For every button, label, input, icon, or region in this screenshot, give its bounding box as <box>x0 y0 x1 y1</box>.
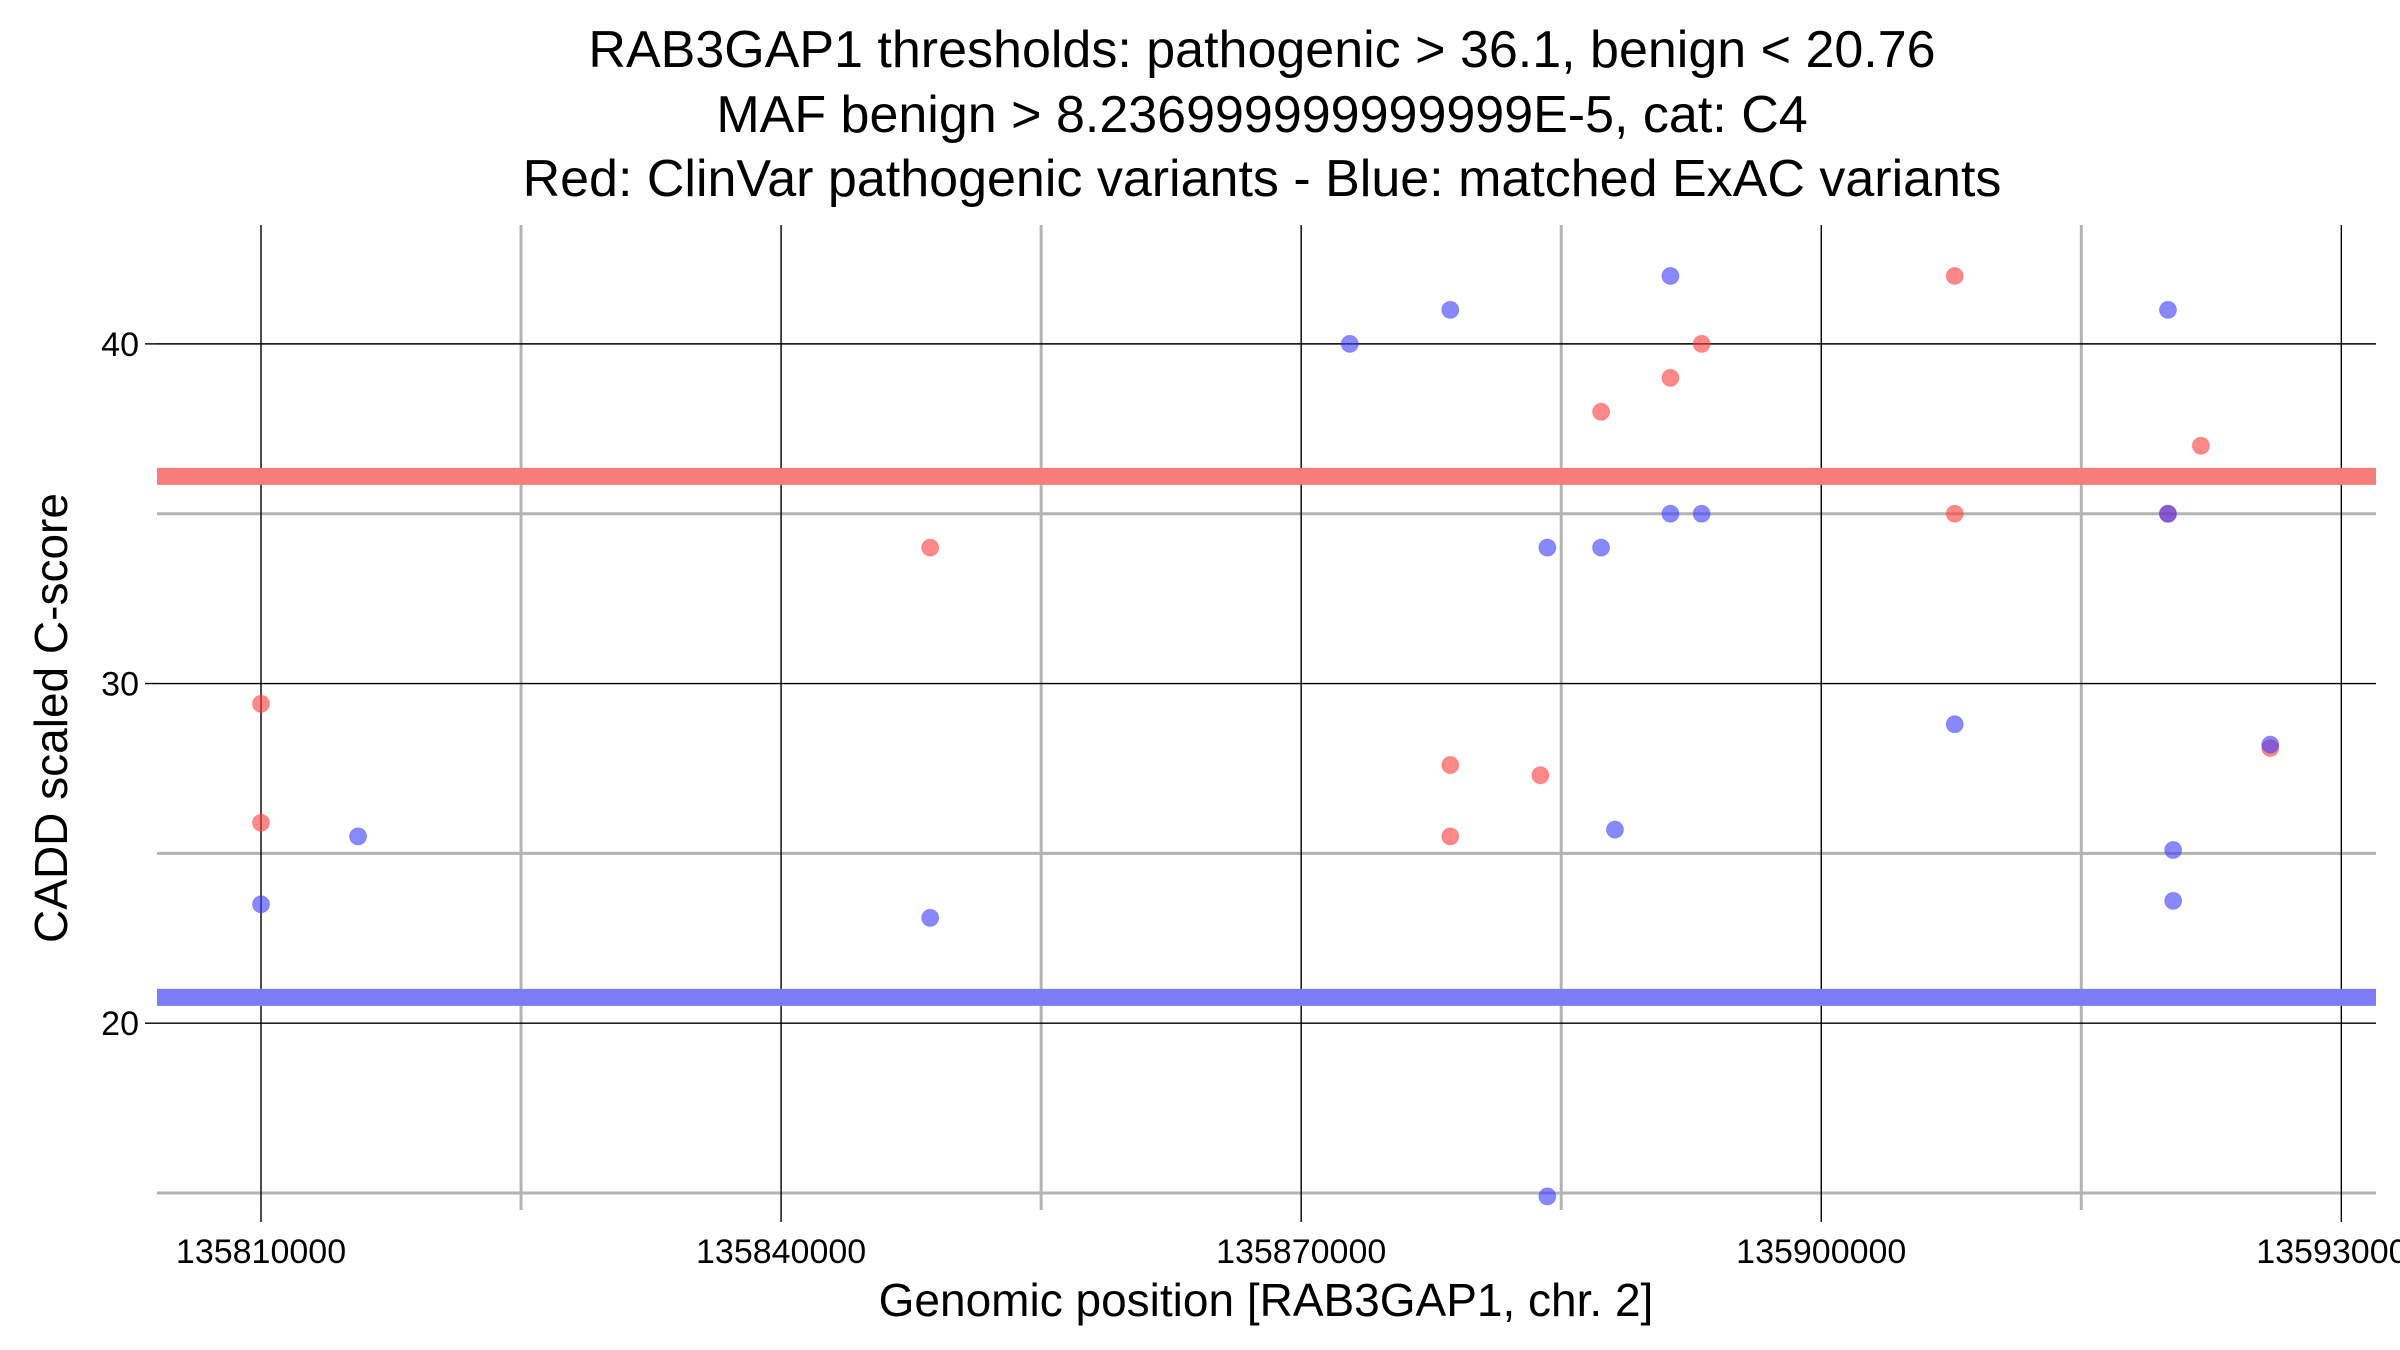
clinvar-pathogenic-point <box>1441 827 1460 846</box>
x-tick-label: 135810000 <box>176 1233 346 1271</box>
exac-variant-point <box>1661 504 1680 523</box>
chart-title: RAB3GAP1 thresholds: pathogenic > 36.1, … <box>523 21 2002 208</box>
y-axis-ticks: 20 30 40 <box>101 326 157 1043</box>
clinvar-pathogenic-point <box>1531 766 1550 785</box>
x-tick-label: 135840000 <box>696 1233 866 1271</box>
exac-variant-point <box>252 895 271 914</box>
x-axis-ticks: 135810000 135840000 135870000 135900000 1359… <box>176 1210 2400 1271</box>
clinvar-pathogenic-point <box>921 538 940 557</box>
threshold-lines <box>157 467 2376 1006</box>
clinvar-pathogenic-point <box>1592 402 1611 421</box>
exac-variant-point <box>1538 538 1557 557</box>
exac-variant-point <box>2164 891 2183 910</box>
title-line-2: MAF benign > 8.236999999999999E-5, cat: … <box>716 86 1807 144</box>
clinvar-pathogenic-point <box>1441 756 1460 775</box>
x-tick-label: 135930000 <box>2256 1233 2400 1271</box>
y-tick-label: 20 <box>101 1005 139 1043</box>
exac-variant-point <box>2158 300 2177 319</box>
title-line-3: Red: ClinVar pathogenic variants - Blue:… <box>523 150 2002 208</box>
exac-variant-point <box>1605 820 1624 839</box>
exac-variant-point <box>921 908 940 927</box>
exac-variant-point <box>349 827 368 846</box>
data-points <box>252 266 2280 1206</box>
clinvar-pathogenic-point <box>1692 334 1711 353</box>
exac-variant-point <box>2158 504 2177 523</box>
grid <box>157 225 2376 1210</box>
exac-variant-point <box>1538 1187 1557 1206</box>
x-axis-label: Genomic position [RAB3GAP1, chr. 2] <box>879 1274 1654 1326</box>
clinvar-pathogenic-point <box>2191 436 2210 455</box>
exac-variant-point <box>1592 538 1611 557</box>
x-tick-label: 135900000 <box>1736 1233 1906 1271</box>
exac-variant-point <box>1945 715 1964 734</box>
exac-variant-point <box>1692 504 1711 523</box>
clinvar-pathogenic-point <box>252 813 271 832</box>
clinvar-pathogenic-point <box>1945 504 1964 523</box>
title-line-1: RAB3GAP1 thresholds: pathogenic > 36.1, … <box>588 21 1935 79</box>
exac-variant-point <box>2261 735 2280 754</box>
y-axis-label: CADD scaled C-score <box>25 493 77 943</box>
clinvar-pathogenic-point <box>252 694 271 713</box>
clinvar-pathogenic-point <box>1661 368 1680 387</box>
exac-variant-point <box>1340 334 1359 353</box>
exac-variant-point <box>1661 266 1680 285</box>
y-tick-label: 30 <box>101 666 139 704</box>
x-tick-label: 135870000 <box>1216 1233 1386 1271</box>
exac-variant-point <box>2164 840 2183 859</box>
clinvar-pathogenic-point <box>1945 266 1964 285</box>
exac-variant-point <box>1441 300 1460 319</box>
y-tick-label: 40 <box>101 326 139 364</box>
